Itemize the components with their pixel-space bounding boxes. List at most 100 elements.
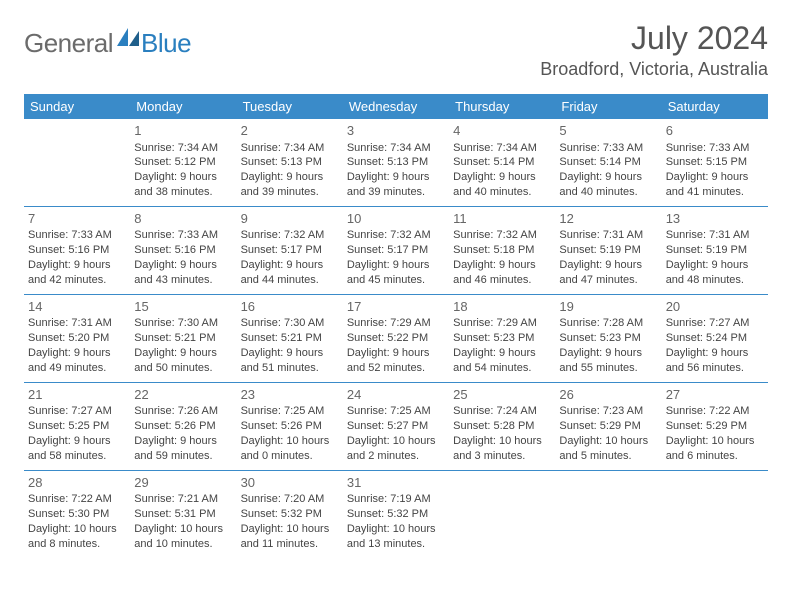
day-info-line: Daylight: 10 hours bbox=[559, 434, 657, 449]
day-info-line: Daylight: 9 hours bbox=[241, 258, 339, 273]
day-info-line: Sunrise: 7:24 AM bbox=[453, 404, 551, 419]
day-info-line: Sunrise: 7:31 AM bbox=[559, 228, 657, 243]
day-info-line: Sunset: 5:22 PM bbox=[347, 331, 445, 346]
day-number: 8 bbox=[134, 210, 232, 228]
calendar-cell bbox=[555, 470, 661, 557]
day-info-line: Sunset: 5:29 PM bbox=[559, 419, 657, 434]
day-number: 23 bbox=[241, 386, 339, 404]
day-info-line: and 3 minutes. bbox=[453, 449, 551, 464]
day-info-line: Daylight: 10 hours bbox=[28, 522, 126, 537]
calendar-cell: 14Sunrise: 7:31 AMSunset: 5:20 PMDayligh… bbox=[24, 294, 130, 382]
day-number: 29 bbox=[134, 474, 232, 492]
weekday-header-row: Sunday Monday Tuesday Wednesday Thursday… bbox=[24, 94, 768, 119]
logo: General Blue bbox=[24, 28, 191, 59]
day-info-line: Sunset: 5:26 PM bbox=[241, 419, 339, 434]
day-info-line: Daylight: 9 hours bbox=[28, 434, 126, 449]
day-number: 6 bbox=[666, 122, 764, 140]
logo-text-general: General bbox=[24, 28, 113, 59]
day-info-line: and 0 minutes. bbox=[241, 449, 339, 464]
day-info-line: Daylight: 9 hours bbox=[28, 346, 126, 361]
logo-text-blue: Blue bbox=[141, 28, 191, 59]
day-info-line: Sunset: 5:26 PM bbox=[134, 419, 232, 434]
day-info-line: Sunset: 5:16 PM bbox=[134, 243, 232, 258]
day-info-line: and 40 minutes. bbox=[453, 185, 551, 200]
day-info-line: Sunrise: 7:25 AM bbox=[241, 404, 339, 419]
day-info-line: and 2 minutes. bbox=[347, 449, 445, 464]
day-info-line: and 48 minutes. bbox=[666, 273, 764, 288]
calendar-cell: 23Sunrise: 7:25 AMSunset: 5:26 PMDayligh… bbox=[237, 382, 343, 470]
day-number: 20 bbox=[666, 298, 764, 316]
calendar-cell: 5Sunrise: 7:33 AMSunset: 5:14 PMDaylight… bbox=[555, 119, 661, 206]
day-number: 4 bbox=[453, 122, 551, 140]
day-info-line: Daylight: 9 hours bbox=[453, 258, 551, 273]
day-info-line: Sunrise: 7:27 AM bbox=[28, 404, 126, 419]
weekday-header: Friday bbox=[555, 94, 661, 119]
day-number: 30 bbox=[241, 474, 339, 492]
day-info-line: Daylight: 9 hours bbox=[453, 170, 551, 185]
calendar-cell: 22Sunrise: 7:26 AMSunset: 5:26 PMDayligh… bbox=[130, 382, 236, 470]
day-info-line: Daylight: 9 hours bbox=[666, 346, 764, 361]
day-info-line: and 10 minutes. bbox=[134, 537, 232, 552]
calendar-cell: 10Sunrise: 7:32 AMSunset: 5:17 PMDayligh… bbox=[343, 206, 449, 294]
calendar-cell: 13Sunrise: 7:31 AMSunset: 5:19 PMDayligh… bbox=[662, 206, 768, 294]
day-info-line: Daylight: 9 hours bbox=[666, 170, 764, 185]
day-info-line: Sunrise: 7:34 AM bbox=[134, 141, 232, 156]
day-info-line: Sunset: 5:19 PM bbox=[559, 243, 657, 258]
calendar-cell: 6Sunrise: 7:33 AMSunset: 5:15 PMDaylight… bbox=[662, 119, 768, 206]
day-info-line: Daylight: 9 hours bbox=[347, 170, 445, 185]
weekday-header: Thursday bbox=[449, 94, 555, 119]
day-number: 27 bbox=[666, 386, 764, 404]
day-info-line: and 54 minutes. bbox=[453, 361, 551, 376]
day-info-line: Sunset: 5:29 PM bbox=[666, 419, 764, 434]
calendar-cell bbox=[24, 119, 130, 206]
day-info-line: Daylight: 10 hours bbox=[241, 434, 339, 449]
calendar-cell: 3Sunrise: 7:34 AMSunset: 5:13 PMDaylight… bbox=[343, 119, 449, 206]
calendar-cell: 16Sunrise: 7:30 AMSunset: 5:21 PMDayligh… bbox=[237, 294, 343, 382]
day-info-line: Sunset: 5:13 PM bbox=[241, 155, 339, 170]
day-info-line: Daylight: 10 hours bbox=[134, 522, 232, 537]
calendar-cell bbox=[662, 470, 768, 557]
day-info-line: and 13 minutes. bbox=[347, 537, 445, 552]
day-info-line: Daylight: 10 hours bbox=[453, 434, 551, 449]
day-info-line: Daylight: 9 hours bbox=[666, 258, 764, 273]
day-info-line: Sunrise: 7:23 AM bbox=[559, 404, 657, 419]
day-info-line: and 56 minutes. bbox=[666, 361, 764, 376]
weekday-header: Monday bbox=[130, 94, 236, 119]
calendar-cell: 30Sunrise: 7:20 AMSunset: 5:32 PMDayligh… bbox=[237, 470, 343, 557]
day-info-line: Sunset: 5:12 PM bbox=[134, 155, 232, 170]
day-number: 26 bbox=[559, 386, 657, 404]
day-info-line: Sunset: 5:25 PM bbox=[28, 419, 126, 434]
day-info-line: and 8 minutes. bbox=[28, 537, 126, 552]
day-info-line: Sunrise: 7:22 AM bbox=[28, 492, 126, 507]
day-info-line: Sunrise: 7:30 AM bbox=[134, 316, 232, 331]
calendar-cell: 8Sunrise: 7:33 AMSunset: 5:16 PMDaylight… bbox=[130, 206, 236, 294]
calendar-row: 7Sunrise: 7:33 AMSunset: 5:16 PMDaylight… bbox=[24, 206, 768, 294]
day-info-line: Daylight: 9 hours bbox=[241, 170, 339, 185]
day-info-line: and 52 minutes. bbox=[347, 361, 445, 376]
logo-sail-icon bbox=[117, 28, 139, 51]
day-info-line: and 46 minutes. bbox=[453, 273, 551, 288]
day-info-line: Sunset: 5:28 PM bbox=[453, 419, 551, 434]
day-number: 3 bbox=[347, 122, 445, 140]
calendar-cell: 27Sunrise: 7:22 AMSunset: 5:29 PMDayligh… bbox=[662, 382, 768, 470]
day-info-line: Sunrise: 7:27 AM bbox=[666, 316, 764, 331]
day-number: 18 bbox=[453, 298, 551, 316]
calendar-cell: 2Sunrise: 7:34 AMSunset: 5:13 PMDaylight… bbox=[237, 119, 343, 206]
calendar-row: 14Sunrise: 7:31 AMSunset: 5:20 PMDayligh… bbox=[24, 294, 768, 382]
day-info-line: Sunrise: 7:29 AM bbox=[453, 316, 551, 331]
day-info-line: and 49 minutes. bbox=[28, 361, 126, 376]
calendar-cell bbox=[449, 470, 555, 557]
day-info-line: Sunset: 5:15 PM bbox=[666, 155, 764, 170]
day-info-line: and 11 minutes. bbox=[241, 537, 339, 552]
day-number: 16 bbox=[241, 298, 339, 316]
day-info-line: Sunset: 5:17 PM bbox=[241, 243, 339, 258]
day-info-line: Sunrise: 7:19 AM bbox=[347, 492, 445, 507]
day-info-line: and 43 minutes. bbox=[134, 273, 232, 288]
day-info-line: Sunrise: 7:34 AM bbox=[241, 141, 339, 156]
day-info-line: Sunrise: 7:32 AM bbox=[347, 228, 445, 243]
day-info-line: Sunset: 5:13 PM bbox=[347, 155, 445, 170]
calendar-cell: 15Sunrise: 7:30 AMSunset: 5:21 PMDayligh… bbox=[130, 294, 236, 382]
calendar-cell: 25Sunrise: 7:24 AMSunset: 5:28 PMDayligh… bbox=[449, 382, 555, 470]
day-info-line: Sunset: 5:23 PM bbox=[559, 331, 657, 346]
day-info-line: Daylight: 9 hours bbox=[453, 346, 551, 361]
